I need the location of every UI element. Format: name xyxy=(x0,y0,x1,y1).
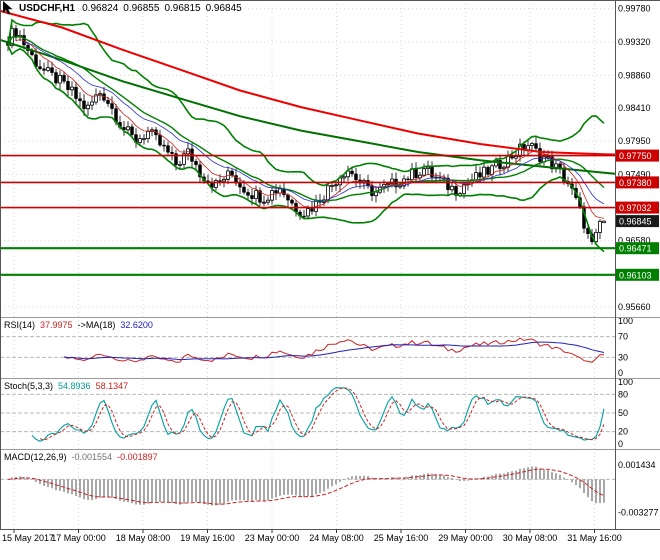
stoch-axis-label: 0 xyxy=(618,439,623,449)
level-badge-0.97380-text: 0.97380 xyxy=(619,178,652,188)
panel-separator[interactable] xyxy=(0,317,660,450)
level-badge-0.97750 xyxy=(616,149,659,162)
time-tick-marks xyxy=(13,530,595,533)
level-badge-0.97750-text: 0.97750 xyxy=(619,151,652,161)
price-axis-label: 0.99320 xyxy=(618,37,651,47)
price-axis[interactable] xyxy=(616,0,660,530)
time-axis-label: 31 May 16:00 xyxy=(567,533,622,543)
price-axis-label: 0.98860 xyxy=(618,70,651,80)
fast-ma-blue xyxy=(23,41,605,205)
current-price-badge-text: 0.96845 xyxy=(619,217,652,227)
candle-wicks xyxy=(7,24,605,245)
time-axis-label: 24 May 08:00 xyxy=(309,533,364,543)
level-badge-0.97380 xyxy=(616,176,659,189)
price-axis-label: 0.97490 xyxy=(618,169,651,179)
current-price-badge xyxy=(616,215,659,228)
time-axis[interactable] xyxy=(0,530,660,546)
time-axis-label: 17 May 00:00 xyxy=(51,533,106,543)
long-ma-green xyxy=(0,38,616,175)
level-badge-0.96103 xyxy=(616,268,659,281)
chart-border xyxy=(0,0,660,530)
macd-histogram xyxy=(11,466,605,506)
rsi-axis-label: 100 xyxy=(618,316,633,326)
time-axis-label: 18 May 08:00 xyxy=(116,533,171,543)
stoch-d-line xyxy=(39,387,605,441)
macd-axis-label: 0.001434 xyxy=(618,460,656,470)
stoch-k-line xyxy=(31,387,605,442)
stoch-axis-label: 100 xyxy=(618,377,633,387)
level-badge-0.97032 xyxy=(616,201,659,214)
stoch-level-lines xyxy=(0,393,615,433)
price-axis-label: 0.99780 xyxy=(618,4,651,14)
price-axis-label: 0.98410 xyxy=(618,103,651,113)
macd-axis-label: -0.003277 xyxy=(618,508,659,518)
rsi-line xyxy=(63,337,605,363)
stoch-axis-label: 80 xyxy=(618,389,628,399)
macd-signal-line xyxy=(7,468,605,505)
level-badge-0.96103-text: 0.96103 xyxy=(619,270,652,280)
stoch-axis-label: 50 xyxy=(618,408,628,418)
rsi-axis-label: 0 xyxy=(618,368,623,378)
fast-ma-red xyxy=(15,39,605,219)
price-axis-label: 0.97950 xyxy=(618,136,651,146)
rsi-axis-label: 30 xyxy=(618,352,628,362)
time-axis-label: 29 May 00:00 xyxy=(438,533,493,543)
bollinger-upper-band xyxy=(7,18,605,187)
level-badge-0.96471-text: 0.96471 xyxy=(619,244,652,254)
bollinger-middle-band xyxy=(7,35,605,203)
time-axis-label: 25 May 16:00 xyxy=(374,533,429,543)
time-axis-label: 23 May 00:00 xyxy=(245,533,300,543)
level-badge-0.97032-text: 0.97032 xyxy=(619,203,652,213)
time-axis-label: 19 May 16:00 xyxy=(180,533,235,543)
rsi-axis-label: 70 xyxy=(618,332,628,342)
price-axis-label: 0.96580 xyxy=(618,235,651,245)
long-ma-red xyxy=(0,9,616,156)
time-axis-label: 15 May 2017 xyxy=(2,533,54,543)
candles-bull xyxy=(10,28,606,243)
price-axis-label: 0.95660 xyxy=(618,302,651,312)
level-badge-0.96471 xyxy=(616,242,659,255)
grid xyxy=(0,0,615,529)
rsi-ma-line xyxy=(63,341,605,361)
stoch-axis-label: 20 xyxy=(618,427,628,437)
time-axis-label: 30 May 08:00 xyxy=(503,533,558,543)
bollinger-lower-band xyxy=(7,45,605,253)
